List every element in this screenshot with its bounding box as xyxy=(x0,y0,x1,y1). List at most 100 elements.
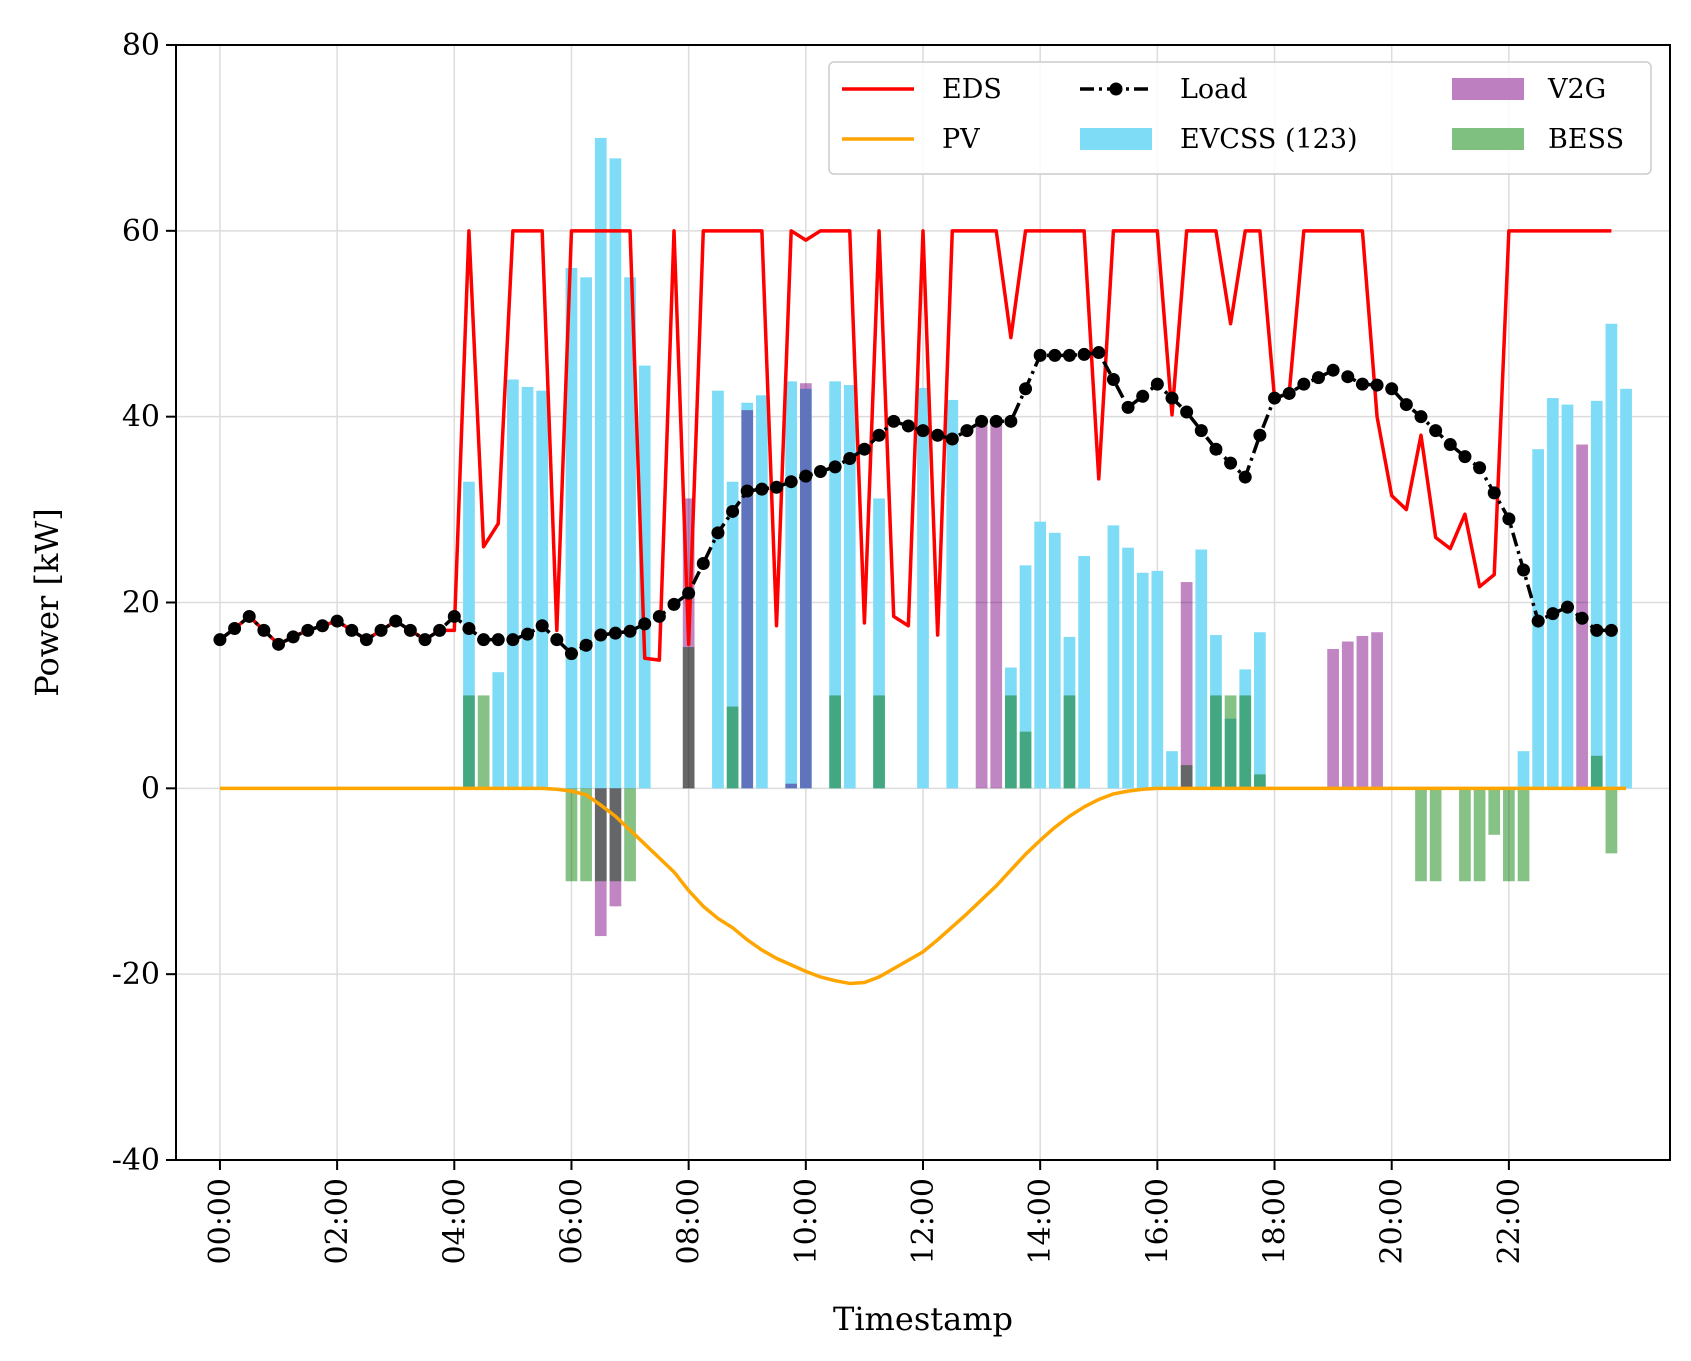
legend: EDS PV Load EVCSS (123) V2G BESS xyxy=(828,61,1652,175)
bar-bess xyxy=(1005,695,1017,789)
load-point xyxy=(638,617,652,631)
load-point xyxy=(1062,348,1076,362)
bar-v2g xyxy=(785,783,798,789)
load-point xyxy=(418,633,432,647)
load-point xyxy=(1106,373,1120,386)
load-point xyxy=(491,633,505,647)
bar-bess xyxy=(1224,695,1237,789)
bar-bess xyxy=(594,788,607,882)
bar-evcss xyxy=(946,399,959,789)
bar-bess xyxy=(1429,788,1442,882)
bar-v2g xyxy=(975,423,988,789)
legend-entry-evcss: EVCSS (123) xyxy=(1080,124,1358,155)
bar-evcss xyxy=(463,481,475,789)
load-point xyxy=(403,623,417,637)
load-point xyxy=(1604,623,1618,637)
load-point xyxy=(887,414,901,428)
bar-evcss xyxy=(1195,549,1208,789)
x-tick-label: 10:00 xyxy=(789,1178,824,1264)
bar-evcss xyxy=(1136,572,1149,789)
bar-v2g xyxy=(1327,648,1339,789)
load-point xyxy=(1268,391,1282,405)
x-tick-label: 16:00 xyxy=(1140,1178,1175,1264)
bar-evcss xyxy=(1048,532,1061,789)
legend-label: BESS xyxy=(1548,124,1624,155)
load-point xyxy=(1326,363,1340,377)
load-point xyxy=(945,432,959,446)
bar-v2g xyxy=(799,383,812,789)
load-point xyxy=(1209,442,1223,456)
load-point xyxy=(1385,382,1399,396)
bar-bess xyxy=(1605,788,1618,854)
load-point xyxy=(447,609,461,623)
legend-frame xyxy=(828,61,1652,175)
load-point xyxy=(711,526,725,540)
load-point xyxy=(931,428,945,442)
bar-evcss xyxy=(609,158,622,789)
x-axis-label: Timestamp xyxy=(833,1300,1013,1338)
bar-evcss xyxy=(1166,751,1178,789)
x-tick-label: 06:00 xyxy=(554,1178,589,1264)
load-point xyxy=(1019,382,1033,396)
bar-bess xyxy=(1210,695,1222,789)
bar-bess xyxy=(580,788,592,882)
bars-bess xyxy=(463,647,1618,882)
x-tick-label: 14:00 xyxy=(1023,1178,1058,1264)
load-point xyxy=(272,637,286,651)
bar-evcss xyxy=(536,390,549,789)
y-tick-label: 40 xyxy=(122,400,160,435)
load-point xyxy=(1473,461,1487,475)
bar-evcss xyxy=(594,137,607,789)
load-point xyxy=(1399,398,1413,412)
bar-v2g xyxy=(990,422,1003,789)
load-markers xyxy=(213,346,1618,661)
load-point xyxy=(1414,410,1428,424)
legend-label: EVCSS (123) xyxy=(1180,124,1358,155)
bar-evcss xyxy=(638,365,651,789)
load-point xyxy=(989,414,1003,428)
load-point xyxy=(1560,600,1574,614)
bar-v2g xyxy=(1341,641,1354,789)
load-point xyxy=(813,464,827,478)
bar-evcss xyxy=(843,385,856,789)
bar-evcss xyxy=(1034,521,1047,789)
load-point xyxy=(623,624,637,638)
load-point xyxy=(608,626,622,640)
pv-line xyxy=(219,786,1627,986)
load-point xyxy=(1429,424,1443,438)
x-tick-label: 20:00 xyxy=(1375,1178,1410,1264)
load-point xyxy=(1136,389,1150,403)
bar-bess xyxy=(1488,788,1501,835)
load-point xyxy=(696,556,710,570)
load-point xyxy=(389,614,403,628)
bar-evcss xyxy=(1517,751,1530,789)
bar-evcss xyxy=(785,381,798,789)
bar-evcss xyxy=(1590,400,1603,789)
bar-v2g xyxy=(1371,632,1383,789)
load-point xyxy=(1341,370,1355,384)
load-point xyxy=(1546,607,1560,621)
bar-bess xyxy=(463,695,475,789)
x-tick-label: 18:00 xyxy=(1258,1178,1293,1264)
load-point xyxy=(916,424,930,438)
load-point xyxy=(594,628,608,642)
line-series xyxy=(213,229,1627,986)
bar-bess xyxy=(1063,695,1076,789)
load-point xyxy=(374,623,388,637)
bar-v2g xyxy=(1356,635,1369,789)
legend-entry-load: Load xyxy=(1080,74,1248,105)
load-point xyxy=(330,614,344,628)
legend-entry-bess: BESS xyxy=(1452,124,1624,155)
bar-bess xyxy=(1517,788,1530,882)
bar-bess xyxy=(565,788,578,882)
legend-label: PV xyxy=(942,124,980,155)
legend-entry-v2g: V2G xyxy=(1452,74,1606,105)
load-point xyxy=(960,424,974,438)
load-point xyxy=(462,622,476,636)
load-point xyxy=(1517,563,1531,577)
load-point xyxy=(1590,623,1604,637)
bar-evcss xyxy=(565,268,578,789)
load-point xyxy=(682,586,696,600)
load-point xyxy=(872,428,886,442)
